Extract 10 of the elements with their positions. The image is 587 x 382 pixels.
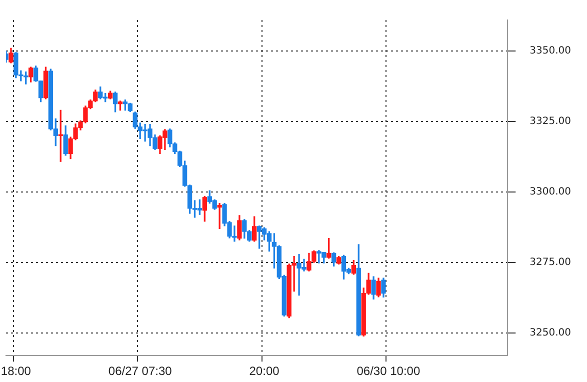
y-tick-label: 3275.00 (530, 257, 572, 268)
y-tick-label: 3300.00 (530, 186, 572, 198)
x-tick-label: 20:00 (249, 364, 280, 378)
y-tick-label: 3350.00 (530, 46, 572, 57)
y-tick-label: 3250.00 (530, 328, 572, 339)
y-tick-label: 3325.00 (530, 116, 572, 128)
x-tick-label: 18:00 (0, 364, 32, 378)
x-tick-label: 06/27 07:30 (108, 364, 172, 378)
candlestick (217, 202, 222, 230)
x-tick-label: 06/30 10:00 (356, 364, 420, 378)
